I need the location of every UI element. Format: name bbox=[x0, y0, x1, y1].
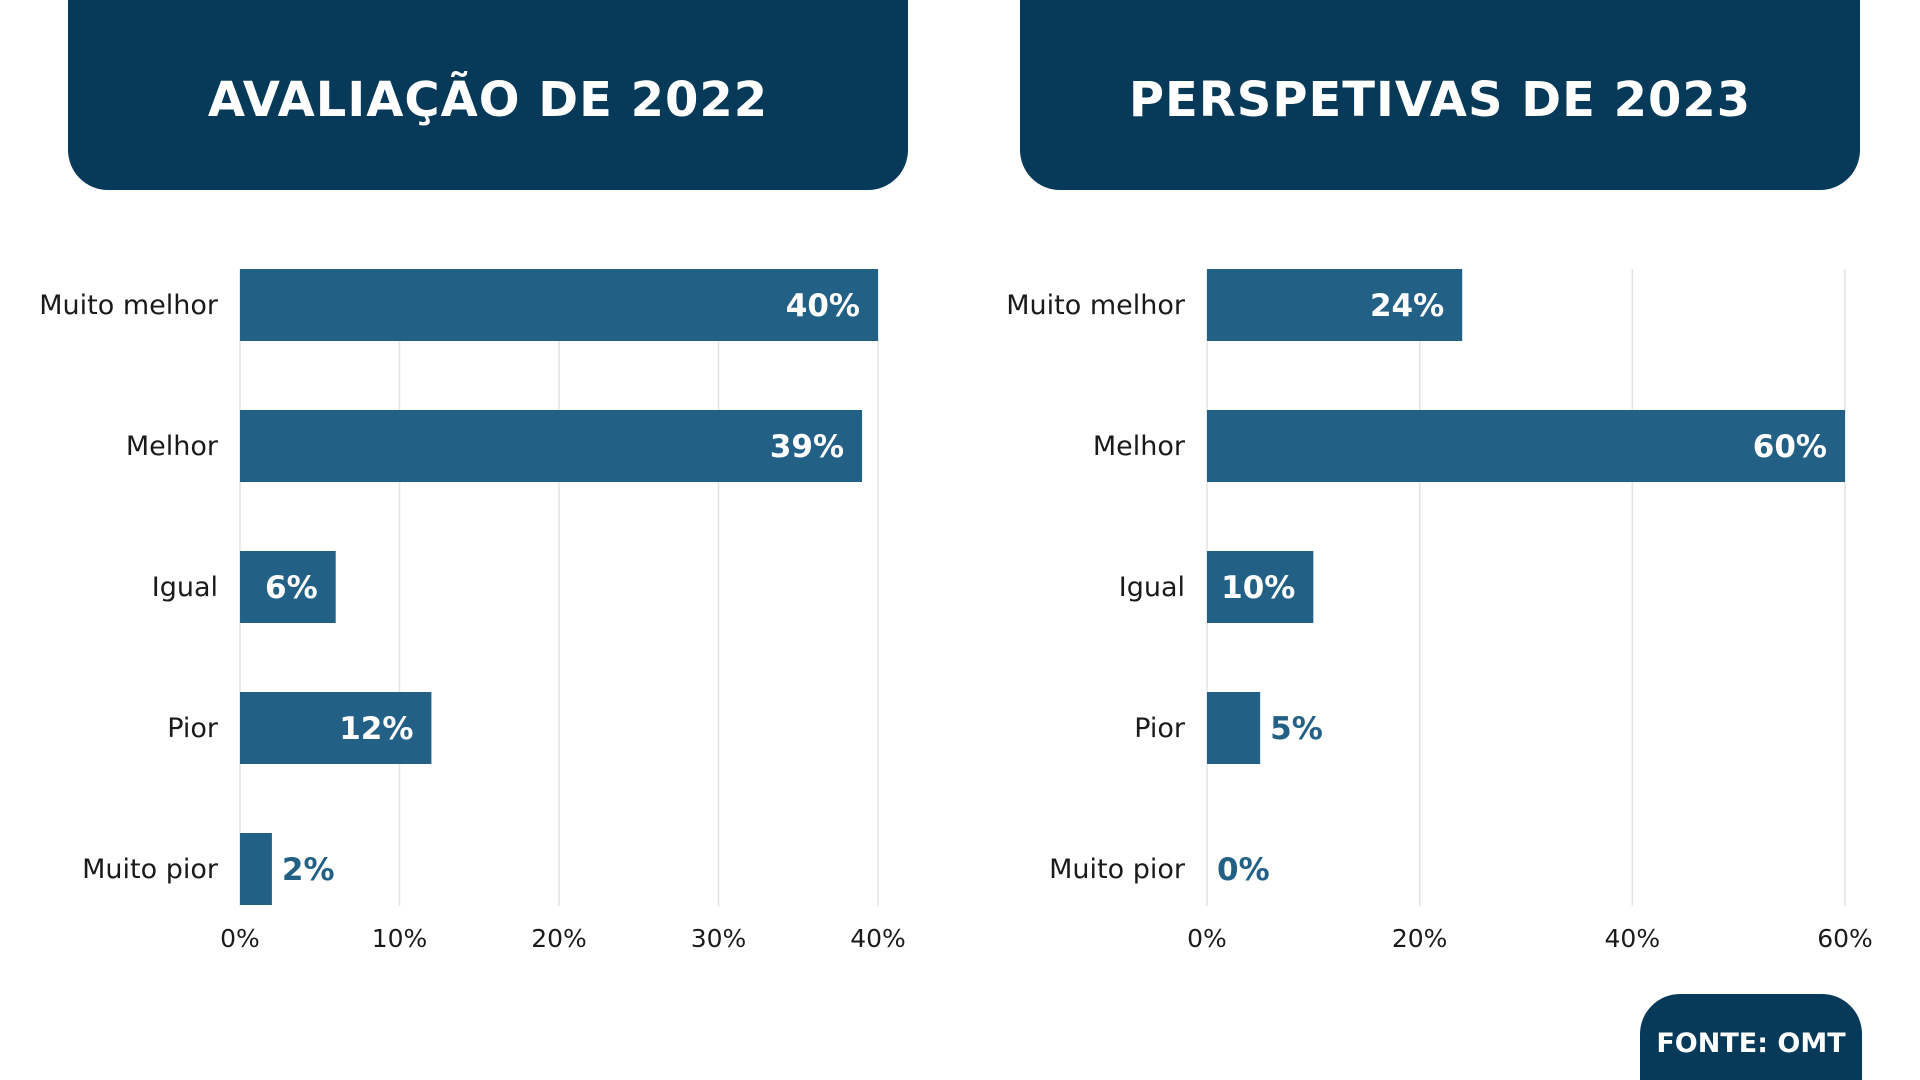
left-value-label-1: 39% bbox=[770, 429, 844, 465]
left-value-label-4: 2% bbox=[282, 852, 335, 888]
right-value-label-2: 10% bbox=[1221, 570, 1295, 606]
left-bar-0 bbox=[240, 269, 878, 341]
right-value-label-3: 5% bbox=[1270, 711, 1323, 747]
right-bar-3 bbox=[1207, 692, 1261, 764]
left-tick-label-0: 0% bbox=[220, 924, 260, 953]
right-category-label-4: Muito pior bbox=[1049, 854, 1186, 885]
left-bar-4 bbox=[240, 833, 272, 905]
right-tick-label-3: 60% bbox=[1817, 924, 1873, 953]
left-bar-3 bbox=[240, 692, 432, 764]
right-chart: 0% 20% 40% 60% Muito melhor 24% Melhor 60% Igual… bbox=[1006, 269, 1873, 953]
left-tick-label-1: 10% bbox=[372, 924, 428, 953]
right-panel-title: PERSPETIVAS DE 2023 bbox=[1020, 0, 1860, 190]
left-category-label-4: Muito pior bbox=[82, 854, 219, 885]
right-panel-title-text: PERSPETIVAS DE 2023 bbox=[1128, 72, 1752, 128]
right-tick-label-0: 0% bbox=[1187, 924, 1227, 953]
left-bar-2 bbox=[240, 551, 336, 623]
left-value-label-3: 12% bbox=[339, 711, 413, 747]
right-value-label-0: 24% bbox=[1370, 288, 1444, 324]
source-badge: FONTE: OMT bbox=[1640, 994, 1862, 1080]
left-panel-title: AVALIAÇÃO DE 2022 bbox=[68, 0, 908, 190]
right-bar-0 bbox=[1207, 269, 1463, 341]
source-text: FONTE: OMT bbox=[1656, 1028, 1846, 1059]
left-category-label-3: Pior bbox=[167, 713, 219, 744]
right-value-label-4: 0% bbox=[1217, 852, 1270, 888]
left-category-label-0: Muito melhor bbox=[39, 290, 219, 321]
right-tick-label-2: 40% bbox=[1605, 924, 1661, 953]
left-value-label-2: 6% bbox=[265, 570, 318, 606]
right-tick-label-1: 20% bbox=[1392, 924, 1448, 953]
left-tick-label-2: 20% bbox=[531, 924, 587, 953]
left-tick-label-4: 40% bbox=[850, 924, 906, 953]
left-category-label-1: Melhor bbox=[126, 431, 219, 462]
left-tick-label-3: 30% bbox=[691, 924, 747, 953]
left-value-label-0: 40% bbox=[786, 288, 860, 324]
right-category-label-1: Melhor bbox=[1093, 431, 1186, 462]
right-value-label-1: 60% bbox=[1753, 429, 1827, 465]
left-category-label-2: Igual bbox=[152, 572, 218, 603]
right-bar-1 bbox=[1207, 410, 1845, 482]
right-bar-2 bbox=[1207, 551, 1314, 623]
left-bar-1 bbox=[240, 410, 863, 482]
right-category-label-3: Pior bbox=[1134, 713, 1186, 744]
left-panel-title-text: AVALIAÇÃO DE 2022 bbox=[207, 72, 769, 128]
left-chart: 0% 10% 20% 30% 40% Muito melhor 40% Melhor 39% Ig… bbox=[39, 269, 906, 953]
right-category-label-2: Igual bbox=[1119, 572, 1185, 603]
right-category-label-0: Muito melhor bbox=[1006, 290, 1186, 321]
